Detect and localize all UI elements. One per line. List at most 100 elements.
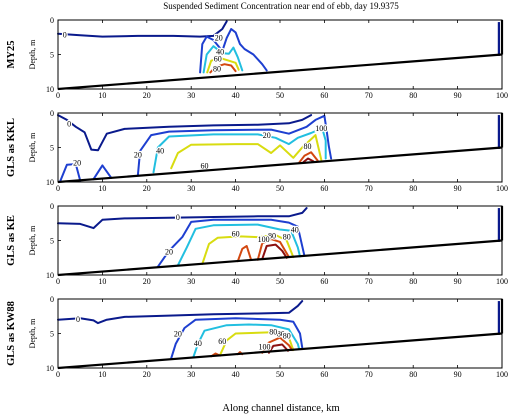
y-axis-label: Depth, m	[28, 225, 37, 256]
x-tick-label: 60	[320, 184, 328, 193]
contour-label: 60	[232, 230, 240, 239]
contour-label: 80	[283, 232, 291, 241]
x-tick-label: 90	[454, 277, 462, 286]
contour-line-80	[298, 151, 319, 164]
x-tick-label: 0	[56, 91, 60, 100]
channel-bed-line	[57, 332, 503, 370]
contour-label: 80	[283, 332, 291, 341]
contour-label: 40	[194, 339, 202, 348]
contour-label: 40	[156, 146, 164, 155]
contour-line-40	[152, 127, 327, 174]
contour-line-0	[57, 20, 228, 38]
x-tick-label: 20	[143, 184, 151, 193]
channel-bed-line	[57, 239, 503, 277]
x-tick-label: 20	[143, 370, 151, 379]
x-tick-label: 30	[187, 184, 195, 193]
x-tick-label: 80	[409, 277, 417, 286]
y-tick-label: 5	[50, 51, 54, 60]
x-tick-label: 100	[496, 277, 508, 286]
x-tick-label: 30	[187, 91, 195, 100]
x-tick-label: 20	[143, 91, 151, 100]
contour-label: 20	[263, 131, 271, 140]
channel-bed-line	[57, 53, 503, 91]
contour-line-0	[57, 300, 304, 325]
contour-label: 60	[201, 161, 209, 170]
x-tick-label: 50	[276, 370, 284, 379]
contour-label: 60	[214, 55, 222, 64]
x-tick-label: 90	[454, 370, 462, 379]
x-axis-label: Along channel distance, km	[222, 403, 339, 414]
contour-line-80	[236, 245, 253, 263]
contour-line-80	[256, 238, 290, 261]
x-tick-label: 80	[409, 184, 417, 193]
x-tick-label: 50	[276, 91, 284, 100]
contour-line-0	[57, 114, 313, 152]
y-tick-label: 10	[46, 271, 54, 280]
contour-label: 0	[67, 119, 71, 128]
y-tick-label: 0	[50, 109, 54, 118]
contour-label: 100	[258, 235, 270, 244]
y-tick-label: 10	[46, 85, 54, 94]
x-tick-label: 10	[98, 91, 106, 100]
contour-label: 100	[259, 343, 271, 352]
axes-frame	[57, 19, 503, 90]
x-tick-label: 0	[56, 370, 60, 379]
contour-label: 40	[216, 48, 224, 57]
contour-line-80	[261, 336, 293, 354]
x-tick-label: 70	[365, 370, 373, 379]
y-tick-label: 0	[50, 295, 54, 304]
contour-line-20	[170, 317, 304, 360]
contour-label: 20	[174, 330, 182, 339]
contour-label: 40	[291, 226, 299, 235]
x-tick-label: 80	[409, 91, 417, 100]
y-tick-label: 10	[46, 364, 54, 373]
x-tick-label: 90	[454, 184, 462, 193]
model-label: GLS as KE	[6, 215, 17, 266]
contour-line-100	[267, 343, 289, 354]
x-tick-label: 0	[56, 277, 60, 286]
y-tick-label: 0	[50, 16, 54, 25]
x-tick-label: 10	[98, 370, 106, 379]
contour-label: 80	[277, 330, 285, 339]
contour-line-40	[176, 223, 301, 267]
x-tick-label: 70	[365, 184, 373, 193]
model-label: GLS as KKL	[6, 118, 17, 177]
y-axis-label: Depth, m	[28, 318, 37, 349]
x-tick-label: 90	[454, 91, 462, 100]
x-tick-label: 50	[276, 184, 284, 193]
x-tick-label: 40	[232, 91, 240, 100]
x-tick-label: 30	[187, 370, 195, 379]
y-axis-label: Depth, m	[28, 39, 37, 70]
contour-label: 60	[218, 337, 226, 346]
x-tick-label: 100	[496, 370, 508, 379]
contour-label: 80	[213, 64, 221, 73]
contour-label: 80	[269, 327, 277, 336]
x-tick-label: 0	[56, 184, 60, 193]
contour-label: 80	[268, 232, 276, 241]
model-label: MY25	[6, 41, 17, 69]
contour-label: 20	[215, 33, 223, 42]
contour-line-20	[156, 218, 306, 268]
contour-line-20	[136, 114, 333, 177]
contour-label: 20	[165, 248, 173, 257]
x-tick-label: 80	[409, 370, 417, 379]
model-label: GLS as KW88	[6, 301, 17, 366]
contour-line-80	[209, 63, 237, 74]
x-tick-label: 100	[496, 184, 508, 193]
y-tick-label: 5	[50, 144, 54, 153]
y-tick-label: 5	[50, 330, 54, 339]
contour-line-60	[201, 234, 295, 265]
figure-title: Suspended Sediment Concentration near en…	[163, 1, 399, 11]
y-tick-label: 5	[50, 237, 54, 246]
x-tick-label: 40	[232, 277, 240, 286]
x-tick-label: 10	[98, 184, 106, 193]
x-tick-label: 50	[276, 277, 284, 286]
contour-label: 20	[73, 159, 81, 168]
contour-label: 0	[176, 213, 180, 222]
